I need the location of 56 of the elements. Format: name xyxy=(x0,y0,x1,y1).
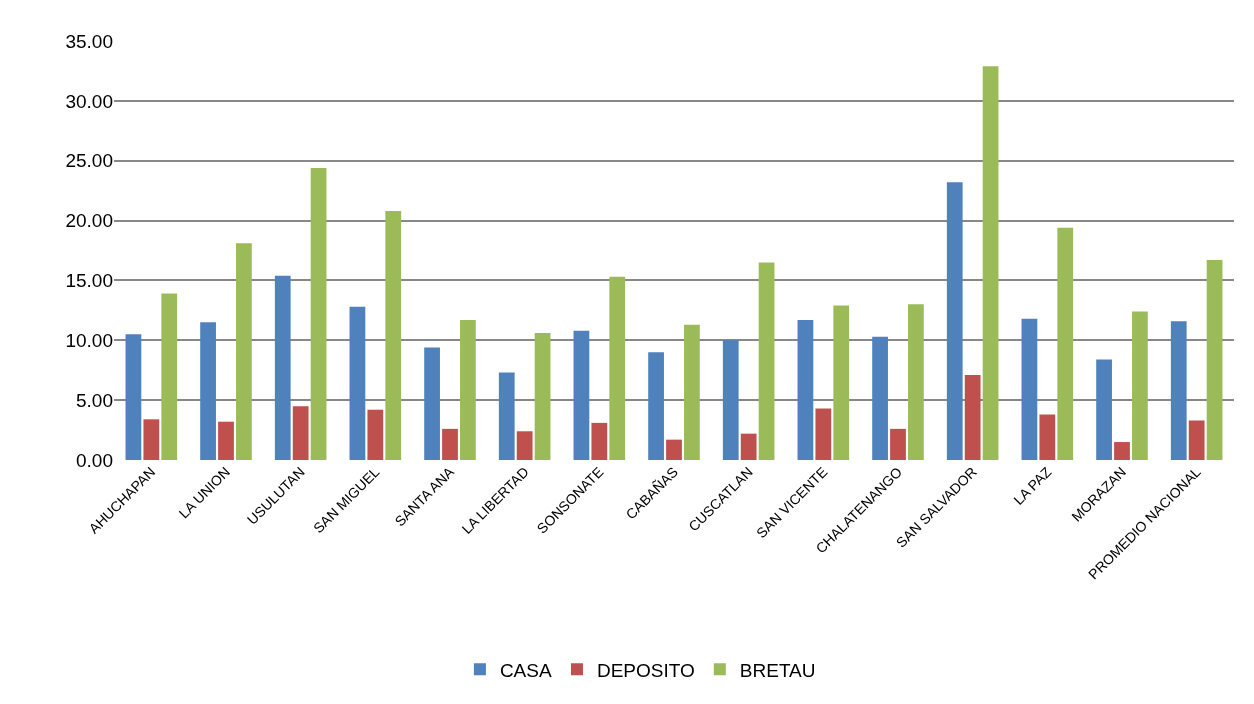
bar xyxy=(1188,420,1205,460)
legend-label: CASA xyxy=(499,659,552,681)
bar xyxy=(591,422,608,460)
bar xyxy=(815,408,832,460)
bar xyxy=(442,428,458,460)
bar xyxy=(890,428,906,460)
bar xyxy=(1132,311,1148,460)
bar xyxy=(125,334,142,460)
bar xyxy=(292,406,309,460)
bar xyxy=(684,324,700,460)
bar xyxy=(1114,442,1130,460)
y-tick-label: 15.00 xyxy=(65,270,113,292)
bar xyxy=(1096,359,1112,460)
bar xyxy=(1057,227,1074,460)
legend-label: DEPOSITO xyxy=(596,659,695,681)
y-tick-label: 30.00 xyxy=(65,90,113,112)
bar xyxy=(648,352,664,460)
bar xyxy=(573,330,590,460)
bar xyxy=(274,275,291,460)
y-tick-label: 25.00 xyxy=(65,150,113,172)
bar xyxy=(460,319,476,460)
bar xyxy=(367,409,384,460)
bar xyxy=(310,167,327,460)
bar xyxy=(200,322,216,460)
bar xyxy=(1206,260,1223,460)
bar xyxy=(218,421,234,460)
y-tick-label: 5.00 xyxy=(76,389,113,411)
bar xyxy=(666,439,682,460)
bar xyxy=(758,262,775,460)
bar xyxy=(424,347,440,460)
bar xyxy=(964,375,981,460)
bar xyxy=(908,304,924,460)
y-tick-label: 20.00 xyxy=(65,210,113,232)
bar xyxy=(516,431,533,460)
bar xyxy=(1021,318,1038,460)
bar xyxy=(498,372,515,460)
bar xyxy=(797,319,814,460)
bar xyxy=(534,333,551,460)
bar xyxy=(833,305,850,460)
bar xyxy=(143,419,160,460)
y-tick-label: 0.00 xyxy=(76,449,113,471)
y-tick-label: 10.00 xyxy=(65,329,113,351)
bar xyxy=(722,340,739,460)
bar xyxy=(1039,414,1056,460)
bar xyxy=(982,66,999,460)
bar xyxy=(872,336,888,460)
bar xyxy=(1170,321,1187,460)
bar xyxy=(161,293,178,460)
bar xyxy=(740,433,757,460)
bar xyxy=(385,210,402,460)
bar xyxy=(609,276,626,460)
y-tick-label: 35.00 xyxy=(65,30,113,52)
bar xyxy=(946,182,963,460)
bar xyxy=(349,306,366,460)
bar xyxy=(236,243,252,460)
legend-label: BRETAU xyxy=(739,659,816,681)
